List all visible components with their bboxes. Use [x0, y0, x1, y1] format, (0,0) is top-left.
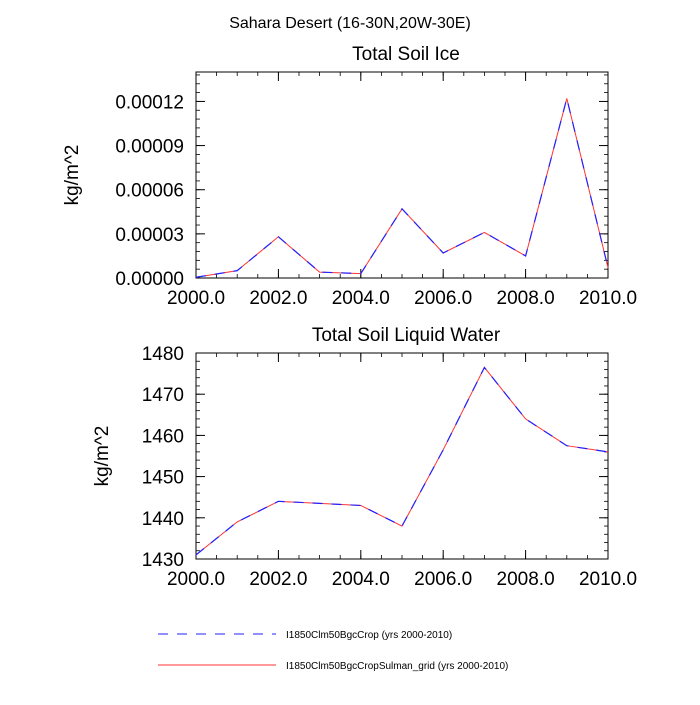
x-tick-label: 2000.0	[167, 569, 225, 590]
plot-frame	[195, 352, 609, 560]
x-tick-label: 2006.0	[414, 569, 472, 590]
legend: I1850Clm50BgcCrop (yrs 2000-2010) I1850Cl…	[158, 630, 508, 672]
x-tick-label: 2002.0	[249, 569, 307, 590]
figure-title: Sahara Desert (16-30N,20W-30E)	[229, 15, 471, 32]
plot-frame	[195, 71, 609, 279]
chart-panel-1: 2000.0 2002.0 2004.0 2006.0 2008.0 2010.0 0.00…	[62, 44, 637, 309]
panel-title: Total Soil Ice	[352, 44, 460, 65]
series-line-2	[195, 98, 609, 278]
x-tick-label: 2002.0	[249, 288, 307, 309]
x-tick-label: 2010.0	[579, 569, 637, 590]
x-tick-label: 2008.0	[497, 288, 555, 309]
x-tick-label: 2006.0	[414, 288, 472, 309]
y-tick-label: 1450	[142, 468, 184, 489]
y-tick-label: 1460	[142, 426, 184, 447]
chart-panels: 2000.0 2002.0 2004.0 2006.0 2008.0 2010.0 0.00…	[62, 44, 637, 590]
y-tick-label: 0.00012	[115, 92, 184, 113]
series-line-1	[195, 366, 609, 556]
x-tick-label: 2000.0	[167, 288, 225, 309]
y-axis-label: kg/m^2	[92, 426, 113, 487]
x-tick-label: 2004.0	[332, 288, 390, 309]
y-tick-label: 0.00003	[115, 225, 184, 246]
series-line-1	[195, 98, 609, 278]
legend-item-2: I1850Clm50BgcCropSulman_grid (yrs 2000-2…	[158, 661, 508, 672]
x-tick-label: 2010.0	[579, 288, 637, 309]
y-tick-label: 1440	[142, 509, 184, 530]
y-tick-label: 0.00009	[115, 137, 184, 158]
panel-title: Total Soil Liquid Water	[312, 325, 501, 346]
chart-panel-2: 2000.0 2002.0 2004.0 2006.0 2008.0 2010.0 1430…	[92, 325, 637, 590]
legend-item-1: I1850Clm50BgcCrop (yrs 2000-2010)	[158, 630, 452, 641]
y-tick-label: 0.00000	[115, 269, 184, 290]
y-tick-label: 1480	[142, 344, 184, 365]
y-axis-label: kg/m^2	[62, 145, 83, 206]
x-tick-label: 2008.0	[497, 569, 555, 590]
legend-label: I1850Clm50BgcCropSulman_grid (yrs 2000-2…	[286, 661, 508, 672]
legend-label: I1850Clm50BgcCrop (yrs 2000-2010)	[286, 630, 452, 641]
y-tick-label: 1430	[142, 550, 184, 571]
x-tick-label: 2004.0	[332, 569, 390, 590]
y-tick-label: 0.00006	[115, 181, 184, 202]
y-tick-label: 1470	[142, 385, 184, 406]
series-line-2	[195, 366, 609, 556]
